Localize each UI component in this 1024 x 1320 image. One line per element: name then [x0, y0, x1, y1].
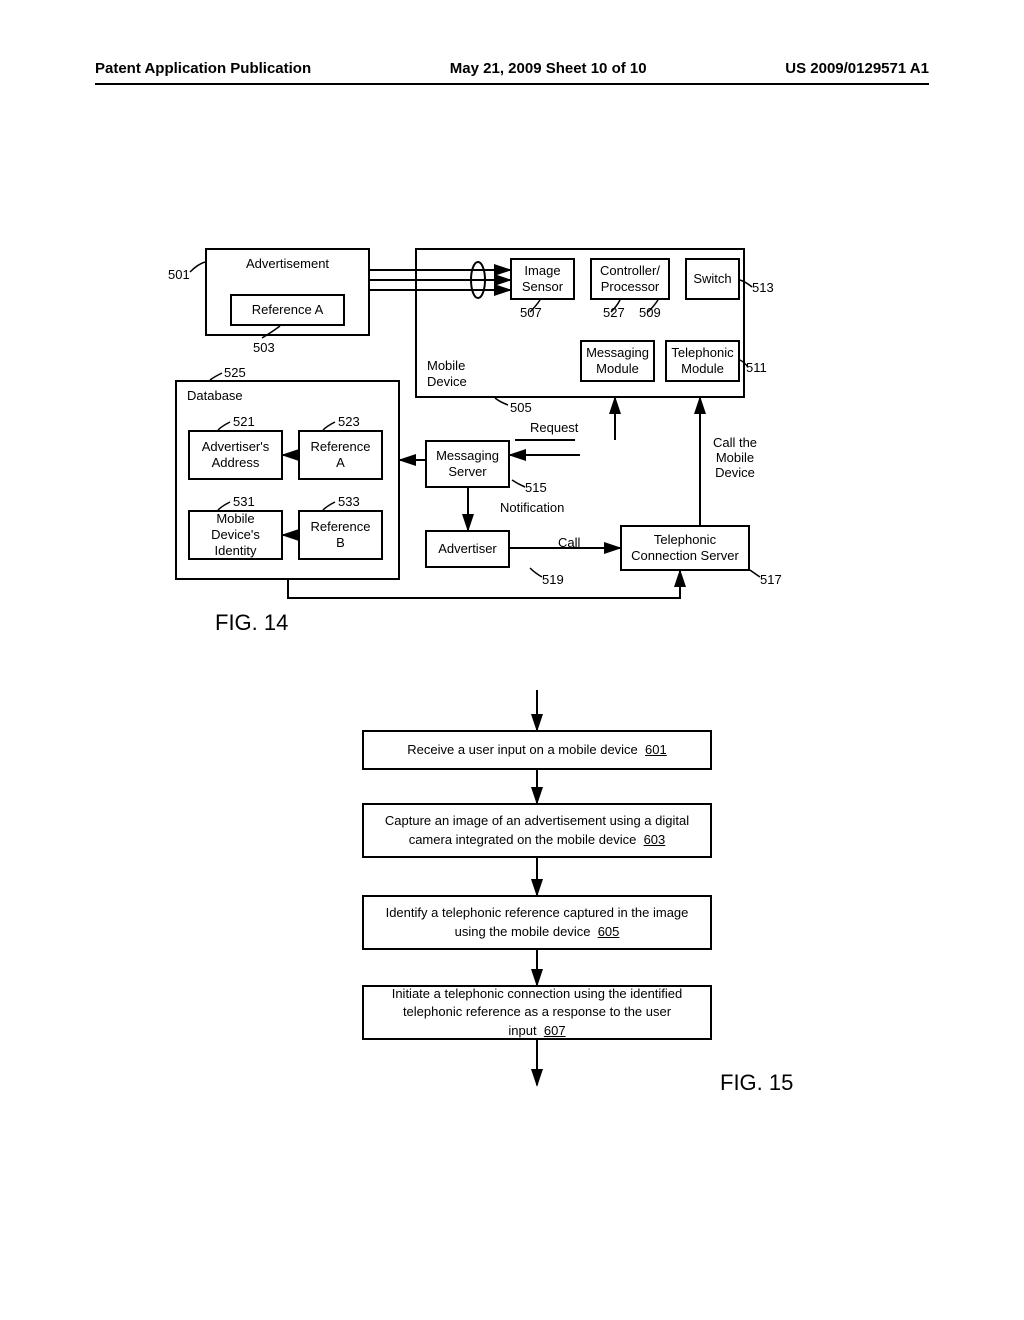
- reference-a-db-label: ReferenceA: [311, 439, 371, 472]
- ref-533: 533: [338, 494, 360, 509]
- switch-label: Switch: [693, 271, 731, 287]
- request-label: Request: [530, 420, 578, 435]
- mobile-device-identity-box: Mobile Device'sIdentity: [188, 510, 283, 560]
- ref-509: 509: [639, 305, 661, 320]
- reference-a-db-box: ReferenceA: [298, 430, 383, 480]
- ref-505: 505: [510, 400, 532, 415]
- header-right: US 2009/0129571 A1: [785, 60, 929, 77]
- step-605-text: Identify a telephonic reference captured…: [386, 904, 689, 940]
- step-603-box: Capture an image of an advertisement usi…: [362, 803, 712, 858]
- step-601-box: Receive a user input on a mobile device …: [362, 730, 712, 770]
- reference-a-inner-box: Reference A: [230, 294, 345, 326]
- image-sensor-label: ImageSensor: [522, 263, 563, 296]
- ref-525: 525: [224, 365, 246, 380]
- switch-box: Switch: [685, 258, 740, 300]
- ref-515: 515: [525, 480, 547, 495]
- controller-processor-label: Controller/Processor: [600, 263, 660, 296]
- fig15-label: FIG. 15: [720, 1070, 793, 1096]
- mobile-device-label: MobileDevice: [427, 358, 467, 391]
- ref-511: 511: [746, 360, 767, 375]
- ref-507: 507: [520, 305, 542, 320]
- messaging-module-label: MessagingModule: [586, 345, 649, 378]
- database-label: Database: [187, 388, 243, 404]
- call-mobile-label: Call theMobile Device: [695, 435, 775, 480]
- ref-531: 531: [233, 494, 255, 509]
- header-left: Patent Application Publication: [95, 60, 311, 77]
- messaging-module-box: MessagingModule: [580, 340, 655, 382]
- step-605-box: Identify a telephonic reference captured…: [362, 895, 712, 950]
- reference-b-box: ReferenceB: [298, 510, 383, 560]
- advertiser-box: Advertiser: [425, 530, 510, 568]
- reference-a-inner-label: Reference A: [252, 302, 324, 318]
- header-center: May 21, 2009 Sheet 10 of 10: [450, 60, 647, 77]
- connectors-overlay: [0, 0, 1024, 1320]
- ref-519: 519: [542, 572, 564, 587]
- page: Patent Application Publication May 21, 2…: [0, 0, 1024, 1320]
- page-header: Patent Application Publication May 21, 2…: [95, 60, 929, 85]
- telephonic-module-label: TelephonicModule: [671, 345, 733, 378]
- advertiser-label: Advertiser: [438, 541, 497, 557]
- image-sensor-box: ImageSensor: [510, 258, 575, 300]
- reference-b-label: ReferenceB: [311, 519, 371, 552]
- ref-513: 513: [752, 280, 774, 295]
- step-607-text: Initiate a telephonic connection using t…: [374, 985, 700, 1040]
- ref-521: 521: [233, 414, 255, 429]
- telephonic-connection-server-box: TelephonicConnection Server: [620, 525, 750, 571]
- controller-processor-box: Controller/Processor: [590, 258, 670, 300]
- messaging-server-label: MessagingServer: [436, 448, 499, 481]
- telephonic-module-box: TelephonicModule: [665, 340, 740, 382]
- ref-503: 503: [253, 340, 275, 355]
- mobile-device-identity-label: Mobile Device'sIdentity: [194, 511, 277, 560]
- fig14-label: FIG. 14: [215, 610, 288, 636]
- ref-517: 517: [760, 572, 782, 587]
- step-607-box: Initiate a telephonic connection using t…: [362, 985, 712, 1040]
- messaging-server-box: MessagingServer: [425, 440, 510, 488]
- advertisers-address-label: Advertiser'sAddress: [202, 439, 270, 472]
- step-601-text: Receive a user input on a mobile device …: [407, 741, 666, 759]
- advertisers-address-box: Advertiser'sAddress: [188, 430, 283, 480]
- call-label: Call: [558, 535, 580, 550]
- ref-523: 523: [338, 414, 360, 429]
- notification-label: Notification: [500, 500, 564, 515]
- ref-527: 527: [603, 305, 625, 320]
- step-603-text: Capture an image of an advertisement usi…: [385, 812, 689, 848]
- telephonic-connection-server-label: TelephonicConnection Server: [631, 532, 739, 565]
- ref-501: 501: [168, 267, 190, 282]
- advertisement-label: Advertisement: [246, 256, 329, 272]
